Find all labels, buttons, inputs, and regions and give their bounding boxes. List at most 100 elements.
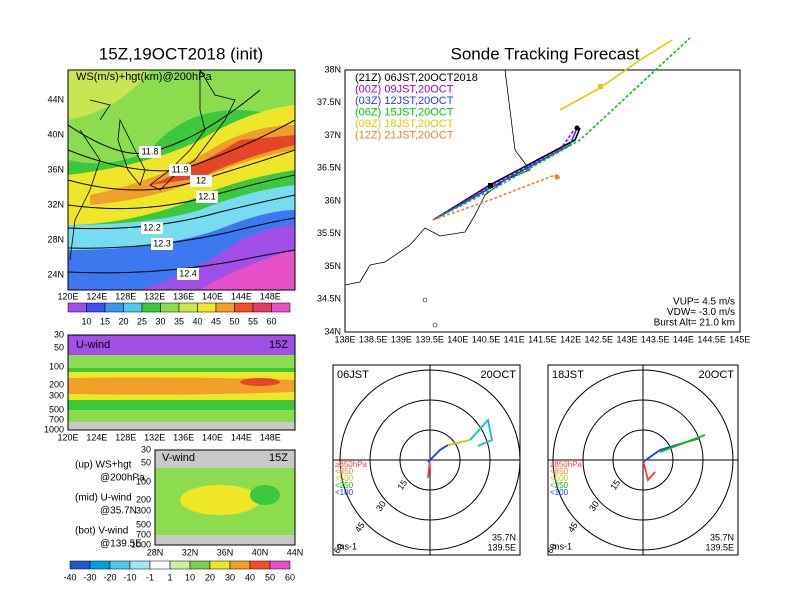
lat-label: 36.5N [317, 163, 341, 173]
lon-label: 142E [560, 334, 581, 344]
contour-label-bg [139, 146, 161, 158]
track-legend: (21Z) 06JST,20OCT2018 [355, 72, 478, 84]
lon-label: 120E [57, 291, 78, 301]
panel-time: 15Z [269, 452, 288, 464]
lon-label: 136E [173, 432, 194, 442]
hodo-lat: 35.7N [492, 532, 516, 542]
panel-legend: (mid) U-wind [75, 493, 132, 504]
colorbar-cell [109, 560, 131, 570]
hodo-time: 06JST [337, 369, 369, 381]
colorbar-label: 30 [155, 316, 165, 326]
lon-label: 140E [202, 432, 223, 442]
colorbar-label: -30 [83, 572, 96, 582]
contour-label-bg [177, 268, 199, 280]
hodograph-frames [332, 364, 739, 556]
colorbar-label: 50 [229, 316, 239, 326]
panel-legend: @139.5E [100, 539, 142, 550]
colorbar-cell [169, 560, 191, 570]
lon-label: 144E [673, 334, 694, 344]
p-label: 700 [136, 529, 151, 539]
lon-label: 148E [260, 432, 281, 442]
colorbar-label: 20 [118, 316, 128, 326]
lon-label: 128E [115, 291, 136, 301]
colorbar-cell [197, 302, 217, 313]
hodo-lat: 35.7N [710, 532, 734, 542]
p-label: 30 [141, 444, 151, 454]
colorbar-label: 15 [100, 316, 110, 326]
track-legend: (06Z) 15JST,20OCT [355, 106, 454, 118]
lon-label: 136E [173, 291, 194, 301]
ring-label: 15 [395, 478, 409, 492]
colorbar-cell [149, 560, 171, 570]
colorbar-label: 50 [265, 572, 275, 582]
p-label: 100 [136, 476, 151, 486]
colorbar-cell [252, 302, 272, 313]
colorbar-cell [209, 560, 231, 570]
contour-label-bg [141, 222, 163, 234]
sonde-param: Burst Alt= 21.0 km [654, 318, 735, 329]
ws-colorbar [67, 302, 291, 313]
v-wind-field [154, 449, 296, 546]
track-legend: (12Z) 21JST,20OCT [355, 129, 454, 141]
colorbar-cell [189, 560, 211, 570]
colorbar-label: -20 [103, 572, 116, 582]
level-label: <100 [550, 488, 569, 497]
lat-label: 37.5N [317, 97, 341, 107]
colorbar-label: 60 [285, 572, 295, 582]
contour-label: 11.9 [172, 164, 189, 174]
colorbar-cell [104, 302, 124, 313]
lat-label: 24N [47, 269, 64, 279]
lon-label: 142.5E [585, 334, 614, 344]
colorbar-label: 25 [137, 316, 147, 326]
lat-label: 35.5N [317, 228, 341, 238]
p-label: 500 [49, 404, 64, 414]
lon-label: 139.5E [415, 334, 444, 344]
ring-label: 60 [545, 542, 559, 556]
track-map [344, 37, 741, 333]
sonde-param: VUP= 4.5 m/s [673, 297, 735, 308]
p-label: 100 [49, 361, 64, 371]
wind-colorbar [69, 560, 291, 570]
contour-label: 11.8 [142, 146, 159, 156]
colorbar-cell [269, 560, 291, 570]
hodograph-lines [427, 418, 706, 482]
level-label: <250 [335, 481, 354, 490]
colorbar-label: -40 [63, 572, 76, 582]
p-label: 200 [136, 494, 151, 504]
ring-label: 30 [374, 499, 388, 513]
colorbar-label: 10 [185, 572, 195, 582]
lat-label: 28N [147, 547, 164, 557]
contour-label-bg [151, 238, 173, 250]
lon-label: 148E [260, 291, 281, 301]
hodo-units: ms-1 [337, 541, 357, 551]
panel-legend: @35.7N [100, 506, 137, 517]
contour-label: 12.3 [153, 238, 171, 248]
colorbar-cell [67, 302, 87, 313]
lon-label: 143.5E [641, 334, 670, 344]
p-label: 50 [54, 342, 64, 352]
lon-label: 141.5E [528, 334, 557, 344]
level-label: <500 [335, 474, 354, 483]
lon-label: 138.5E [359, 334, 388, 344]
hodo-date: 20OCT [481, 369, 517, 381]
level-label: <850 [550, 467, 569, 476]
lat-label: 36N [47, 164, 64, 174]
colorbar-cell [69, 560, 91, 570]
lon-label: 140E [447, 334, 468, 344]
colorbar-cell [123, 302, 143, 313]
hodo-date: 20OCT [699, 369, 735, 381]
level-label: <850 [335, 467, 354, 476]
panel-legend: @200hPa [100, 473, 145, 484]
map-frame [67, 69, 296, 291]
colorbar-label: -1 [146, 572, 154, 582]
colorbar-label: 1 [167, 572, 172, 582]
p-label: 200 [49, 379, 64, 389]
p-label: 30 [54, 329, 64, 339]
lon-label: 138E [334, 334, 355, 344]
contour-label: 12.2 [143, 222, 161, 232]
ring-label: 15 [608, 478, 622, 492]
contour-label-bg [196, 191, 218, 203]
colorbar-cell [249, 560, 271, 570]
colorbar-label: 30 [225, 572, 235, 582]
